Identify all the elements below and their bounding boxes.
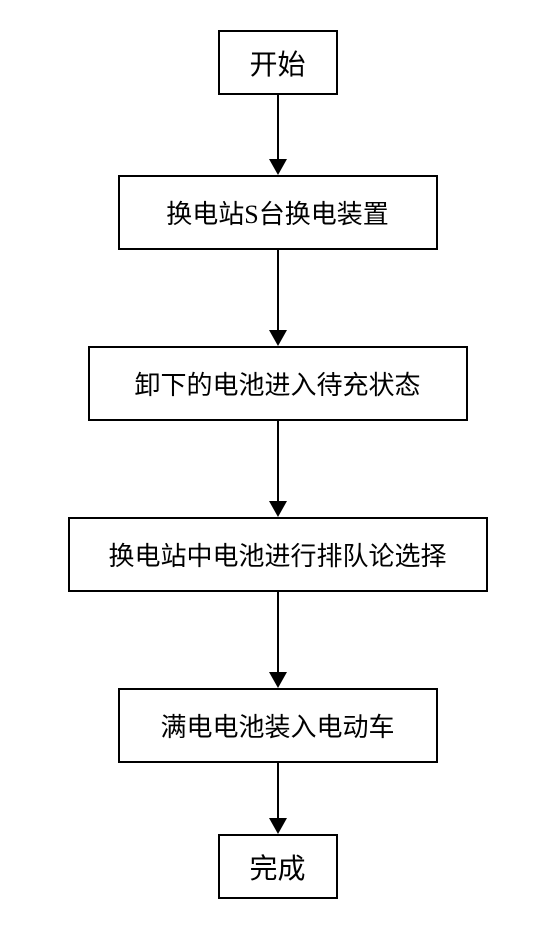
arrow-line bbox=[277, 763, 279, 818]
arrow-line bbox=[277, 421, 279, 501]
arrow-head-icon bbox=[269, 672, 287, 688]
node-start: 开始 bbox=[218, 30, 338, 95]
node-start-label: 开始 bbox=[249, 43, 305, 83]
arrow-line bbox=[277, 95, 279, 159]
node-end: 完成 bbox=[218, 834, 338, 899]
arrow-4 bbox=[269, 763, 287, 834]
node-step1: 换电站S台换电装置 bbox=[118, 175, 438, 250]
arrow-0 bbox=[269, 95, 287, 175]
node-step1-label: 换电站S台换电装置 bbox=[166, 194, 388, 231]
arrow-head-icon bbox=[269, 818, 287, 834]
node-step4-label: 满电电池装入电动车 bbox=[160, 707, 394, 744]
node-step2-label: 卸下的电池进入待充状态 bbox=[134, 365, 420, 402]
node-step3: 换电站中电池进行排队论选择 bbox=[68, 517, 488, 592]
node-step3-label: 换电站中电池进行排队论选择 bbox=[108, 536, 446, 573]
flowchart-container: 开始 换电站S台换电装置 卸下的电池进入待充状态 换电站中电池进行排队论选择 满… bbox=[68, 30, 488, 899]
arrow-head-icon bbox=[269, 501, 287, 517]
arrow-1 bbox=[269, 250, 287, 346]
node-step4: 满电电池装入电动车 bbox=[118, 688, 438, 763]
arrow-head-icon bbox=[269, 159, 287, 175]
arrow-head-icon bbox=[269, 330, 287, 346]
arrow-2 bbox=[269, 421, 287, 517]
arrow-line bbox=[277, 250, 279, 330]
node-end-label: 完成 bbox=[249, 847, 305, 887]
arrow-line bbox=[277, 592, 279, 672]
arrow-3 bbox=[269, 592, 287, 688]
node-step2: 卸下的电池进入待充状态 bbox=[88, 346, 468, 421]
